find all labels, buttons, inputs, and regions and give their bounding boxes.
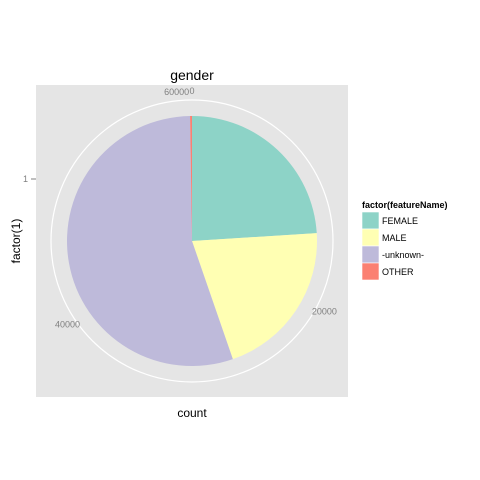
pie-slices	[67, 115, 317, 366]
legend-label: OTHER	[382, 267, 414, 277]
radial-tick-label: 40000	[55, 320, 80, 330]
legend: factor(featureName) FEMALE MALE -unknown- O…	[361, 200, 448, 281]
radial-tick-label: 20000	[312, 307, 337, 317]
legend-items: FEMALE MALE -unknown- OTHER	[361, 211, 424, 281]
pie-slice-male	[192, 233, 317, 360]
legend-swatch	[361, 245, 380, 264]
legend-label: MALE	[382, 233, 407, 243]
grid-circle	[50, 99, 334, 383]
legend-swatch	[361, 211, 380, 230]
legend-swatch	[361, 262, 380, 281]
legend-title: factor(featureName)	[362, 200, 448, 210]
legend-label: FEMALE	[382, 216, 418, 226]
y-axis-label: factor(1)	[9, 219, 23, 264]
y-tick-label: 1	[23, 174, 28, 184]
legend-swatch	[361, 228, 380, 247]
pie-slice-female	[192, 116, 317, 241]
radial-tick-label: 0	[189, 86, 194, 96]
legend-label: -unknown-	[382, 250, 424, 260]
pie-slice-other	[190, 115, 192, 241]
radial-tick-label: 60000	[164, 87, 189, 97]
pie-slice-unknown	[67, 116, 233, 366]
chart-title: gender	[170, 67, 214, 83]
radial-ticks: 0 20000 40000 60000	[55, 86, 337, 330]
x-axis-label: count	[177, 406, 207, 420]
